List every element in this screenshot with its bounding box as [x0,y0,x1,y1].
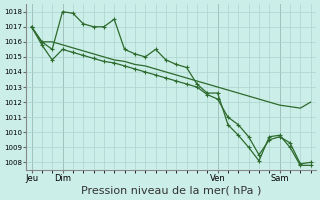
X-axis label: Pression niveau de la mer( hPa ): Pression niveau de la mer( hPa ) [81,186,261,196]
